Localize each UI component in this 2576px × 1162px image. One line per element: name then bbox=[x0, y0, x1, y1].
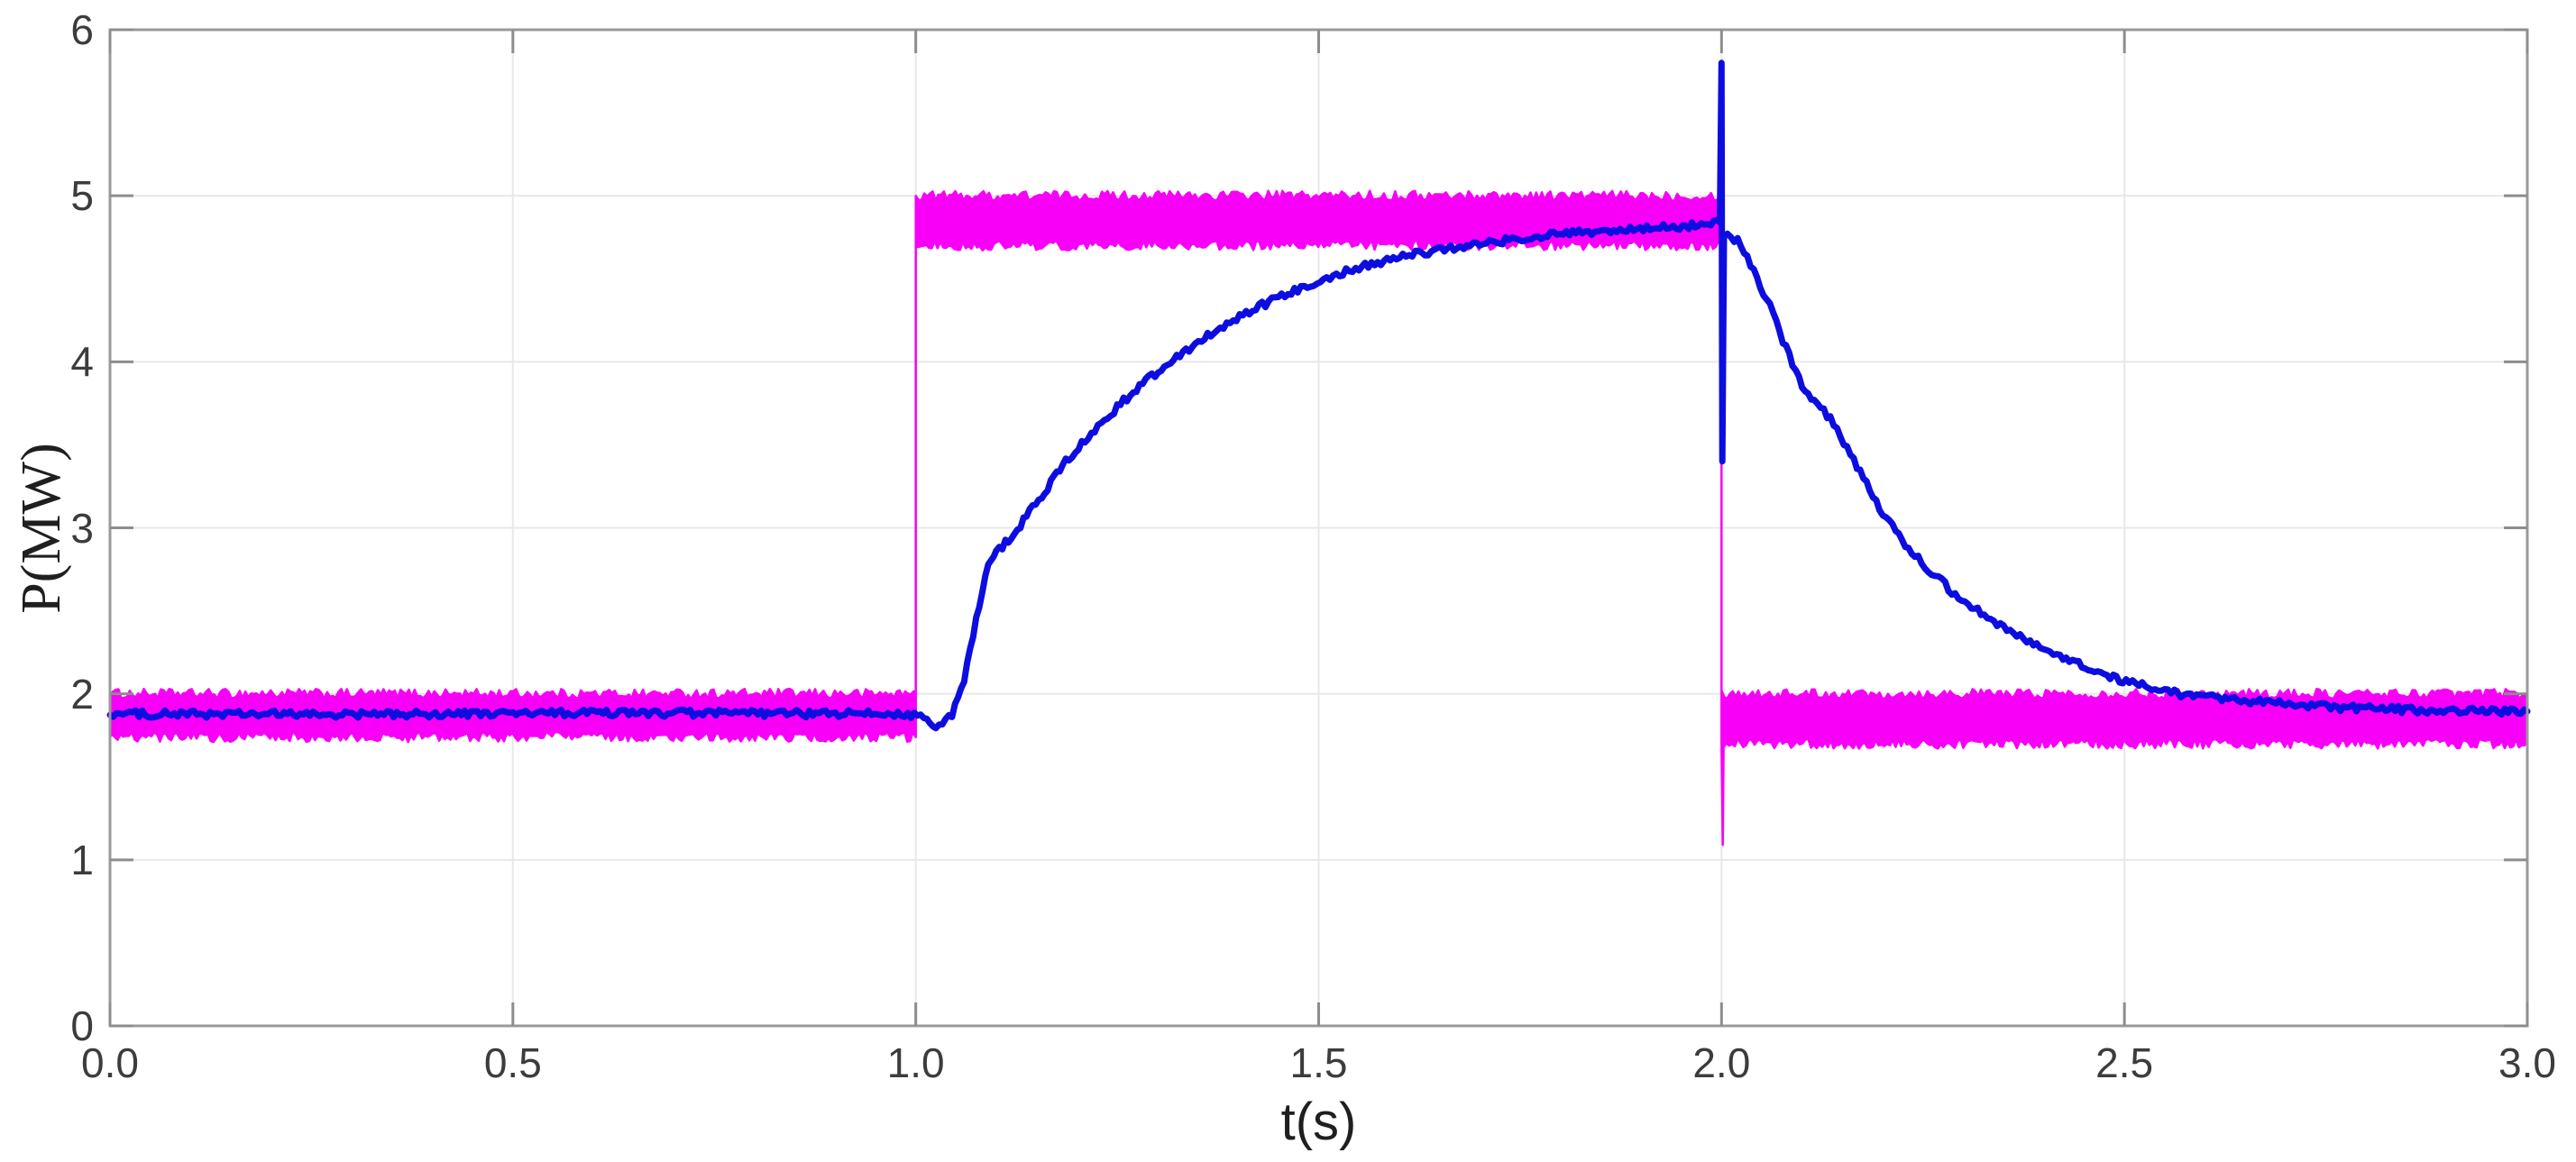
x-tick-label: 3.0 bbox=[2498, 1039, 2556, 1086]
y-axis-label: P(MW) bbox=[11, 442, 72, 614]
y-tick-label: 0 bbox=[70, 1002, 94, 1049]
y-tick-label: 3 bbox=[70, 504, 94, 552]
y-tick-label: 4 bbox=[70, 338, 94, 386]
x-axis-label: t(s) bbox=[1280, 1093, 1357, 1151]
x-tick-label: 0.0 bbox=[81, 1039, 139, 1086]
y-tick-label: 5 bbox=[70, 172, 94, 220]
x-tick-label: 1.0 bbox=[886, 1039, 945, 1086]
y-tick-label: 1 bbox=[70, 836, 94, 883]
generator-output-power-trace bbox=[106, 59, 2531, 732]
y-tick-label: 6 bbox=[70, 6, 94, 53]
x-tick-label: 1.5 bbox=[1289, 1039, 1348, 1086]
x-tick-label: 2.5 bbox=[2095, 1039, 2154, 1086]
x-tick-label: 0.5 bbox=[483, 1039, 542, 1086]
x-tick-label: 2.0 bbox=[1692, 1039, 1751, 1086]
y-tick-label: 2 bbox=[70, 670, 94, 718]
